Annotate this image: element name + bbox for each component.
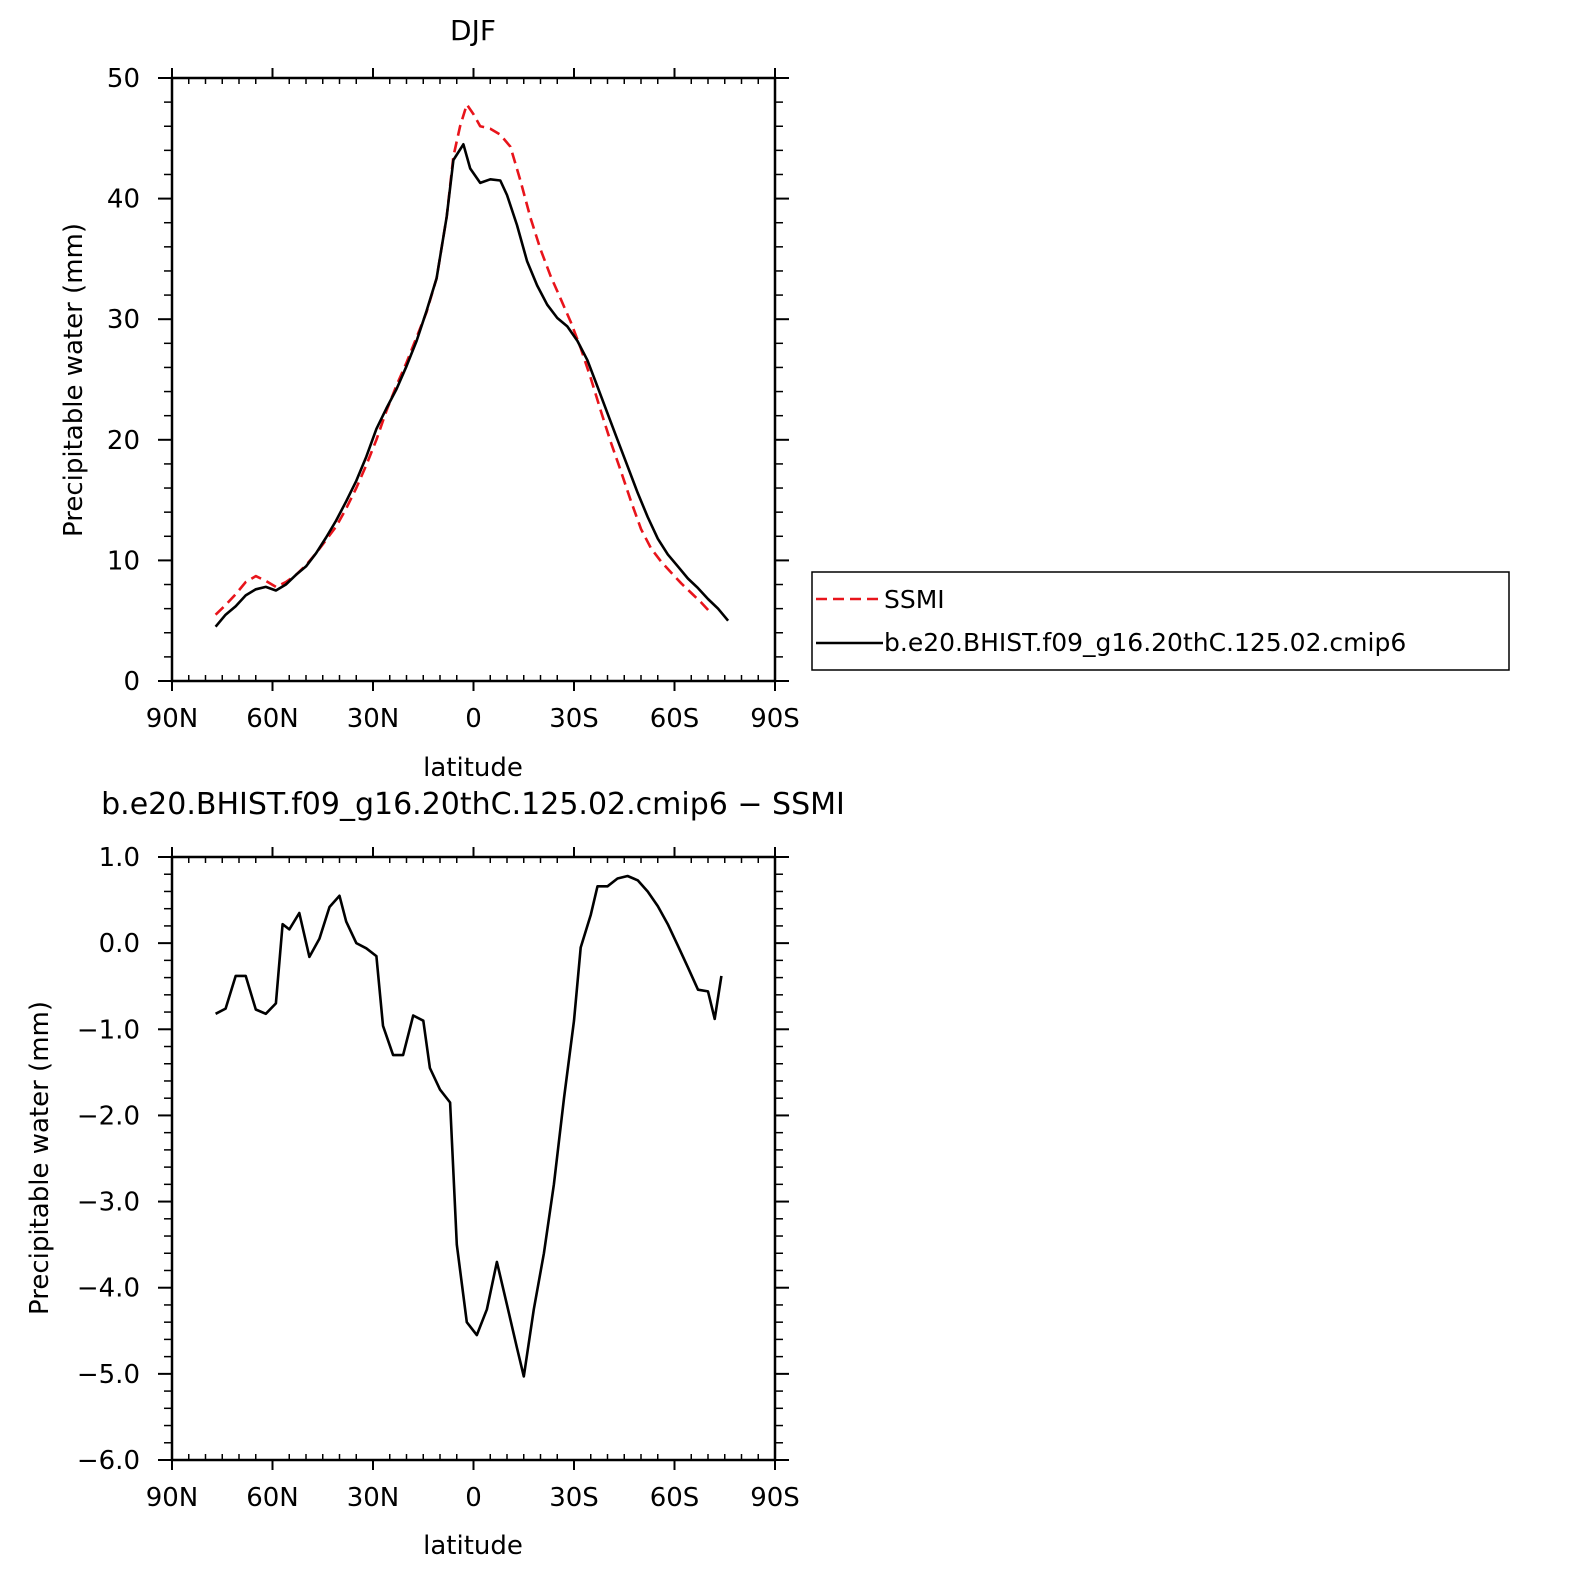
bottom-tick-labels: 90N 60N 30N 0 30S 60S 90S 1.0 0.0 −1.0 −2.0 −3.0 −4.… (77, 843, 800, 1513)
top-x-tick-label: 60S (650, 704, 700, 734)
bottom-x-tick-label: 60S (650, 1483, 700, 1513)
top-series-line-b-e20-bhist-f09-g16-20thc-125-02-cmip6 (214, 143, 730, 628)
bottom-x-tick-label: 90S (750, 1483, 800, 1513)
legend-model-label: b.e20.BHIST.f09_g16.20thC.125.02.cmip6 (884, 628, 1406, 657)
top-axis-ticks (158, 68, 789, 691)
bottom-y-tick-label: 1.0 (99, 843, 140, 873)
bottom-panel: b.e20.BHIST.f09_g16.20thC.125.02.cmip6 −… (25, 787, 845, 1561)
top-plot-frame (170, 76, 777, 683)
top-x-tick-label: 90N (146, 704, 199, 734)
top-series-lines (214, 103, 730, 628)
top-y-axis-label: Precipitable water (mm) (59, 223, 89, 537)
bottom-axis-ticks (158, 847, 789, 1470)
top-y-tick-label: 30 (107, 305, 140, 335)
bottom-x-tick-label: 0 (465, 1483, 482, 1513)
top-y-tick-label: 50 (107, 64, 140, 94)
top-x-tick-label: 0 (465, 704, 482, 734)
top-x-axis-label: latitude (423, 753, 523, 783)
top-x-tick-label: 30S (549, 704, 599, 734)
bottom-x-tick-label: 60N (246, 1483, 299, 1513)
legend-ssmi-label: SSMI (884, 585, 945, 614)
bottom-x-tick-label: 90N (146, 1483, 199, 1513)
bottom-chart-title: b.e20.BHIST.f09_g16.20thC.125.02.cmip6 −… (101, 787, 845, 822)
top-x-tick-label: 30N (347, 704, 400, 734)
legend-box (811, 571, 1510, 671)
bottom-plot-frame (170, 855, 777, 1462)
bottom-series-lines (215, 874, 723, 1378)
top-series-line-ssmi (214, 103, 713, 616)
bottom-y-tick-label: 0.0 (99, 929, 140, 959)
bottom-y-tick-label: −5.0 (77, 1360, 140, 1390)
top-y-tick-label: 0 (123, 667, 140, 697)
bottom-y-tick-label: −4.0 (77, 1274, 140, 1304)
top-panel: DJF Precipitable water (mm) latitude 90N… (59, 14, 800, 783)
bottom-y-tick-label: −1.0 (77, 1015, 140, 1045)
top-chart-title: DJF (450, 14, 496, 47)
top-y-tick-label: 20 (107, 426, 140, 456)
bottom-series-line-difference (215, 874, 723, 1378)
bottom-x-axis-label: latitude (423, 1531, 523, 1561)
legend: SSMI b.e20.BHIST.f09_g16.20thC.125.02.cm… (811, 571, 1510, 671)
top-y-tick-label: 40 (107, 185, 140, 215)
bottom-y-tick-label: −2.0 (77, 1101, 140, 1131)
top-x-tick-label: 60N (246, 704, 299, 734)
bottom-y-tick-label: −3.0 (77, 1188, 140, 1218)
top-x-tick-label: 90S (750, 704, 800, 734)
top-y-tick-label: 10 (107, 546, 140, 576)
bottom-y-tick-label: −6.0 (77, 1446, 140, 1476)
bottom-x-tick-label: 30N (347, 1483, 400, 1513)
top-tick-labels: 90N 60N 30N 0 30S 60S 90S 0 10 20 30 40 50 (107, 64, 800, 734)
bottom-y-axis-label: Precipitable water (mm) (25, 1001, 55, 1315)
bottom-x-tick-label: 30S (549, 1483, 599, 1513)
